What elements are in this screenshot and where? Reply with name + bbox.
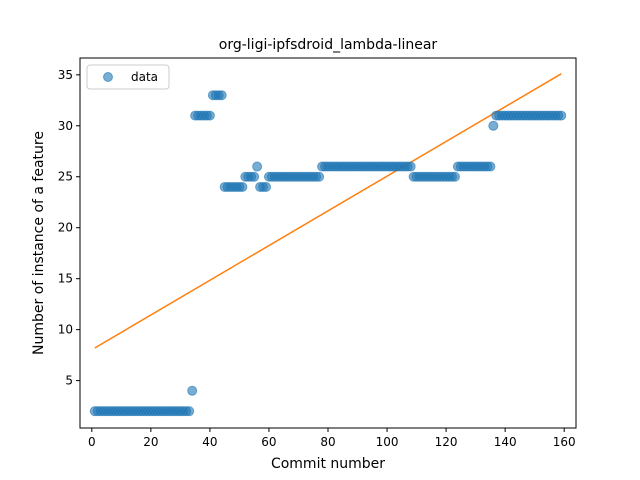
data-point <box>405 161 416 172</box>
x-tick-label: 0 <box>88 435 96 449</box>
fit-line <box>94 73 562 349</box>
data-point <box>187 385 198 396</box>
data-point <box>449 171 460 182</box>
y-tick-label: 15 <box>58 272 73 286</box>
data-point <box>237 181 248 192</box>
y-tick-label: 10 <box>58 323 73 337</box>
legend-marker-data <box>103 72 113 82</box>
data-point <box>556 110 567 121</box>
y-axis-ticks: 5 10 15 20 25 30 35 <box>58 68 80 388</box>
data-point <box>261 181 271 192</box>
legend-label-data: data <box>131 70 158 84</box>
legend-box <box>86 64 170 90</box>
y-tick-label: 35 <box>58 68 73 82</box>
data-point <box>204 110 215 121</box>
data-point <box>249 171 260 182</box>
y-tick-label: 5 <box>65 374 73 388</box>
x-tick-label: 100 <box>376 435 399 449</box>
x-tick-label: 40 <box>202 435 217 449</box>
data-points-layer <box>89 90 567 417</box>
x-tick-label: 80 <box>320 435 335 449</box>
x-tick-label: 60 <box>261 435 276 449</box>
x-axis-label: Commit number <box>271 456 385 472</box>
data-point <box>252 161 263 172</box>
x-axis-ticks: 0 20 40 60 80 100 120 140 160 <box>88 428 576 449</box>
x-tick-label: 140 <box>494 435 517 449</box>
y-tick-label: 20 <box>58 221 73 235</box>
data-point <box>216 90 227 101</box>
x-tick-label: 20 <box>143 435 158 449</box>
y-tick-label: 25 <box>58 170 73 184</box>
chart-title: org-ligi-ipfsdroid_lambda-linear <box>219 37 438 53</box>
y-tick-label: 30 <box>58 119 73 133</box>
data-point <box>485 161 496 172</box>
data-point <box>488 120 499 131</box>
legend: data <box>86 64 170 90</box>
data-point <box>184 406 195 417</box>
x-tick-label: 160 <box>553 435 576 449</box>
y-axis-label: Number of instance of a feature <box>31 131 47 355</box>
fit-line-layer <box>94 73 562 349</box>
x-tick-label: 120 <box>435 435 458 449</box>
data-point <box>314 171 325 182</box>
